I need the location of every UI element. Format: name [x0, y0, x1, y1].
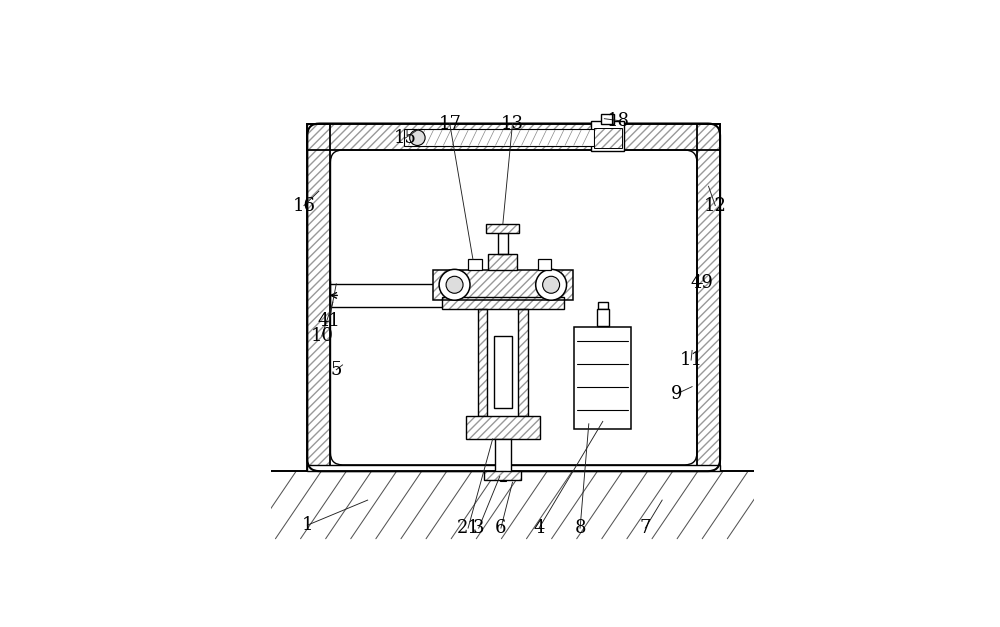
Bar: [486, 224, 519, 233]
Bar: [594, 129, 622, 148]
Text: 8: 8: [574, 519, 586, 537]
Text: 12: 12: [704, 197, 727, 214]
Bar: [486, 224, 519, 233]
Bar: [488, 255, 517, 270]
Bar: [597, 309, 609, 326]
Circle shape: [439, 270, 470, 300]
Bar: [404, 129, 594, 146]
Bar: [500, 471, 506, 482]
Bar: [591, 120, 624, 151]
Text: 21: 21: [457, 519, 480, 537]
Bar: [598, 302, 608, 309]
Bar: [307, 124, 720, 150]
Bar: [433, 270, 573, 300]
Circle shape: [410, 130, 425, 145]
Bar: [538, 259, 551, 270]
Bar: [466, 416, 540, 439]
Circle shape: [543, 277, 560, 293]
Text: 16: 16: [292, 197, 315, 214]
Bar: [498, 233, 508, 255]
Bar: [697, 124, 720, 471]
Bar: [594, 129, 622, 148]
Text: 7: 7: [640, 519, 651, 537]
Text: 15: 15: [394, 129, 417, 147]
Bar: [484, 471, 521, 480]
Bar: [601, 114, 614, 124]
Bar: [307, 465, 720, 471]
Text: 1: 1: [302, 516, 313, 534]
Bar: [433, 270, 573, 300]
Bar: [488, 255, 517, 270]
Bar: [307, 124, 330, 471]
Bar: [574, 327, 631, 429]
Text: 10: 10: [310, 327, 333, 345]
Text: 5: 5: [331, 361, 342, 379]
Bar: [478, 309, 487, 416]
Bar: [494, 336, 512, 408]
Text: 18: 18: [607, 112, 630, 130]
Circle shape: [446, 277, 463, 293]
Bar: [478, 309, 487, 416]
Bar: [442, 297, 564, 309]
Bar: [484, 471, 521, 480]
Circle shape: [536, 270, 567, 300]
Text: 3: 3: [473, 519, 484, 537]
Text: 11: 11: [680, 351, 703, 369]
Bar: [495, 439, 511, 472]
Bar: [518, 309, 528, 416]
Text: 17: 17: [438, 115, 461, 132]
Bar: [466, 416, 540, 439]
Text: 9: 9: [671, 385, 682, 403]
Text: 13: 13: [501, 115, 524, 132]
Text: 49: 49: [690, 274, 713, 292]
Text: 6: 6: [495, 519, 507, 537]
Text: 41: 41: [318, 312, 340, 330]
Bar: [697, 124, 720, 471]
Bar: [307, 124, 330, 471]
Bar: [518, 309, 528, 416]
Bar: [468, 259, 482, 270]
Bar: [307, 124, 720, 150]
Text: 4: 4: [533, 519, 545, 537]
Bar: [442, 297, 564, 309]
